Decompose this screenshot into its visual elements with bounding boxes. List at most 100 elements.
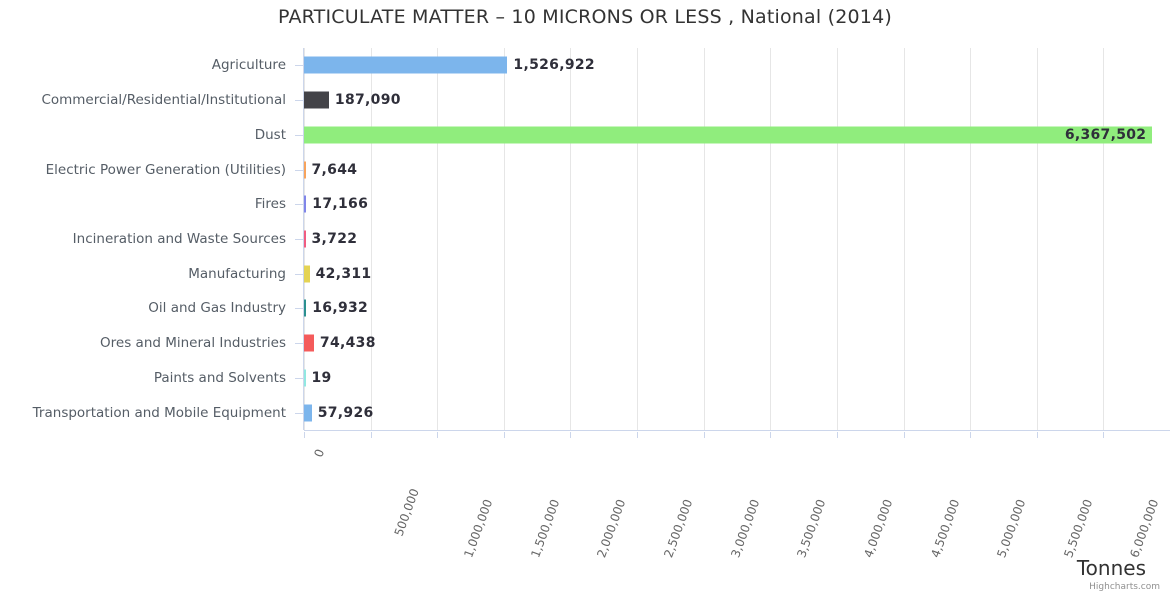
x-axis-tick-label: 6,000,000 [1127, 497, 1162, 560]
y-axis-line [303, 48, 304, 430]
category-tick [295, 134, 303, 136]
x-axis-tick [904, 432, 905, 438]
bar[interactable] [304, 195, 307, 213]
x-axis-tick [1037, 432, 1038, 438]
x-axis-tick [970, 432, 971, 438]
x-axis-tick [504, 432, 505, 438]
x-axis-tick [371, 432, 372, 438]
category-tick [295, 273, 303, 275]
x-axis-tick-label: 0 [311, 447, 328, 460]
x-axis-tick-label: 2,000,000 [594, 497, 629, 560]
x-axis-tick [637, 432, 638, 438]
x-axis-title: Tonnes [1076, 556, 1146, 580]
bar[interactable] [304, 334, 314, 352]
x-axis-tick-label: 4,000,000 [861, 497, 896, 560]
category-tick [295, 238, 303, 240]
bar[interactable] [304, 126, 1153, 144]
category-label: Paints and Solvents [153, 369, 286, 386]
chart-title: PARTICULATE MATTER – 10 MICRONS OR LESS … [278, 6, 892, 28]
bar-value-label: 57,926 [317, 404, 374, 421]
x-axis-tick [570, 432, 571, 438]
gridline [570, 48, 571, 430]
gridline [837, 48, 838, 430]
highcharts-credit: Highcharts.com [1089, 582, 1160, 592]
category-tick [295, 204, 303, 206]
category-tick [295, 377, 303, 379]
category-tick [295, 308, 303, 310]
x-axis-tick-label: 3,000,000 [728, 497, 763, 560]
bar-value-label: 42,311 [315, 265, 372, 282]
chart-row: Fires 17,166 [255, 187, 1170, 222]
category-tick [295, 100, 303, 102]
x-axis-line [304, 430, 1170, 431]
category-tick [295, 412, 303, 414]
category-label: Fires [254, 196, 286, 213]
x-axis-tick [304, 432, 305, 438]
x-axis-tick [704, 432, 705, 438]
bar-value-label: 7,644 [311, 161, 358, 178]
gridline [437, 48, 438, 430]
chart-row: Agriculture 1,526,922 [212, 48, 1170, 83]
category-label: Agriculture [211, 57, 286, 74]
bar-value-label: 1,526,922 [513, 57, 595, 74]
chart-row: Dust 6,367,502 [255, 117, 1170, 152]
category-label: Ores and Mineral Industries [100, 335, 286, 352]
bar[interactable] [304, 91, 329, 109]
bar[interactable] [304, 161, 306, 179]
x-axis-tick-labels: 0 500,000 1,000,000 1,500,000 2,000,000 2,500… [304, 432, 1170, 560]
x-axis-tick-label: 1,500,000 [528, 497, 563, 560]
category-label: Incineration and Waste Sources [72, 230, 286, 247]
gridline [504, 48, 505, 430]
chart-row: Commercial/Residential/Institutional 187,… [41, 83, 1170, 118]
bar[interactable] [304, 369, 306, 387]
category-tick [295, 343, 303, 345]
chart-row: Incineration and Waste Sources 3,722 [73, 222, 1170, 257]
category-tick [295, 65, 303, 67]
chart-row: Paints and Solvents 19 [154, 361, 1170, 396]
x-axis-tick-label: 5,000,000 [994, 497, 1029, 560]
category-label: Manufacturing [188, 265, 286, 282]
plot-area: Agriculture 1,526,922 Commercial/Residenti… [33, 48, 1170, 430]
x-axis-tick-label: 3,500,000 [794, 497, 829, 560]
x-axis-tick-label: 500,000 [391, 486, 422, 539]
category-label: Dust [254, 126, 286, 143]
bar-value-label: 16,932 [312, 300, 369, 317]
chart-row: Ores and Mineral Industries 74,438 [100, 326, 1170, 361]
x-axis-tick [837, 432, 838, 438]
x-axis-tick-label: 1,000,000 [461, 497, 496, 560]
gridline [970, 48, 971, 430]
x-axis-tick-label: 5,500,000 [1061, 497, 1096, 560]
gridline [371, 48, 372, 430]
bar[interactable] [304, 56, 508, 74]
category-tick [295, 169, 303, 171]
gridline [1103, 48, 1104, 430]
gridline [904, 48, 905, 430]
bar-value-label: 17,166 [312, 196, 369, 213]
gridline [770, 48, 771, 430]
x-axis-tick [1103, 432, 1104, 438]
x-axis-tick [770, 432, 771, 438]
bar[interactable] [304, 299, 307, 317]
bar[interactable] [304, 265, 310, 283]
chart-row: Oil and Gas Industry 16,932 [148, 291, 1170, 326]
bar[interactable] [304, 230, 306, 248]
gridline [637, 48, 638, 430]
gridline [1037, 48, 1038, 430]
bar[interactable] [304, 404, 312, 422]
category-label: Transportation and Mobile Equipment [32, 404, 286, 421]
bar-value-label: 19 [311, 369, 332, 386]
gridline [704, 48, 705, 430]
x-axis-tick [437, 432, 438, 438]
bar-value-label: 187,090 [334, 92, 401, 109]
chart-row: Manufacturing 42,311 [188, 256, 1170, 291]
bar-value-label: 74,438 [319, 335, 376, 352]
x-axis-tick-label: 4,500,000 [928, 497, 963, 560]
category-label: Oil and Gas Industry [148, 300, 286, 317]
chart-row: Electric Power Generation (Utilities) 7,6… [46, 152, 1170, 187]
bar-value-label: 3,722 [311, 230, 358, 247]
x-axis-tick-label: 2,500,000 [661, 497, 696, 560]
bar-value-label: 6,367,502 [1064, 126, 1147, 143]
chart-row: Transportation and Mobile Equipment 57,92… [33, 395, 1170, 430]
category-label: Commercial/Residential/Institutional [41, 92, 286, 109]
